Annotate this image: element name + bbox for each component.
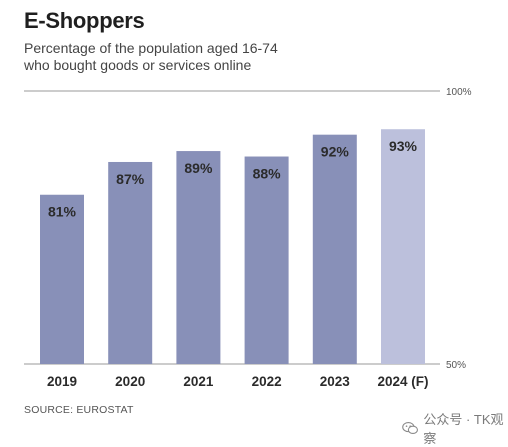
bar-2022 <box>244 156 289 364</box>
data-label: 81% <box>48 204 77 220</box>
x-tick-label: 2019 <box>47 374 77 389</box>
y-tick-label-50: 50% <box>446 360 466 371</box>
watermark-text: 公众号 · TK观察 <box>423 412 504 446</box>
bar-2020 <box>108 161 153 364</box>
bar-2019 <box>40 194 84 364</box>
x-tick-label: 2022 <box>252 374 282 389</box>
wechat-icon <box>402 422 418 434</box>
y-tick-label-100: 100% <box>446 87 472 98</box>
bar-2024f <box>381 129 425 364</box>
source-note: SOURCE: EUROSTAT <box>24 404 134 416</box>
bar-2021 <box>176 151 221 364</box>
data-label: 88% <box>253 166 282 182</box>
watermark: 公众号 · TK观察 <box>402 409 508 447</box>
data-label: 87% <box>116 171 145 187</box>
chart-subtitle: Percentage of the population aged 16-74 … <box>24 40 444 74</box>
x-tick-label: 2023 <box>320 374 351 389</box>
data-label: 89% <box>184 160 213 176</box>
bar-2023 <box>312 134 357 364</box>
x-tick-label: 2021 <box>183 374 214 389</box>
x-tick-label: 2020 <box>115 374 145 389</box>
chart-title: E-Shoppers <box>24 8 145 33</box>
data-label: 93% <box>389 138 418 154</box>
x-tick-label: 2024 (F) <box>377 374 428 389</box>
subtitle-line-2: who bought goods or services online <box>24 57 252 73</box>
data-label: 92% <box>321 144 350 160</box>
bar-chart: 100% 50% 81% 2019 87% 2020 89% 2021 88% 2022 92% 20… <box>24 87 472 389</box>
subtitle-line-1: Percentage of the population aged 16-74 <box>24 40 278 56</box>
